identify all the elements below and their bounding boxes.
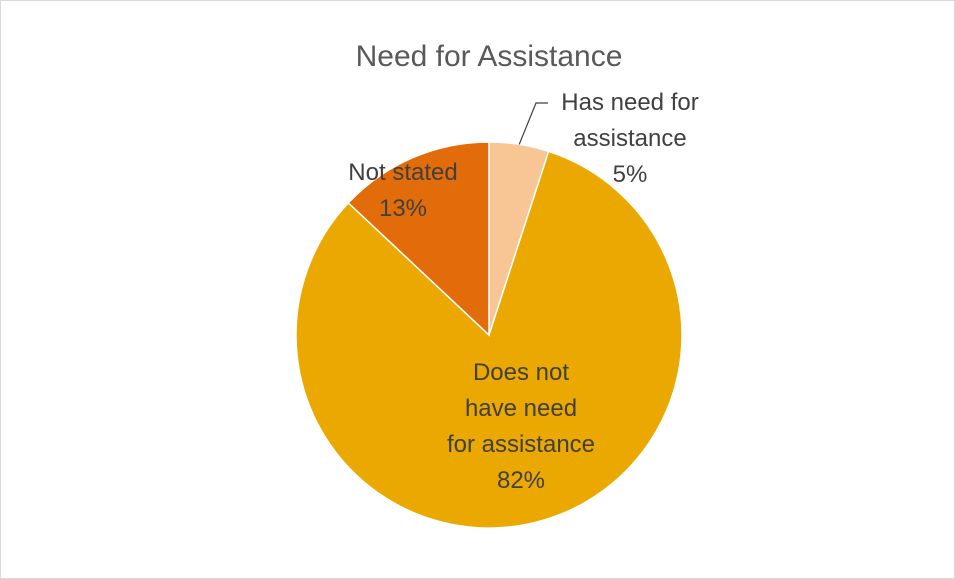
pie-slices — [295, 141, 683, 529]
data-label-line: assistance — [573, 125, 686, 152]
data-label: Has need for assistance 5% — [561, 89, 698, 188]
data-label-line: Not stated — [348, 159, 457, 186]
leader-line — [518, 102, 548, 145]
leader-lines — [518, 102, 548, 145]
data-label: Does not have need for assistance 82% — [447, 359, 595, 494]
data-label-line: have need — [465, 395, 577, 422]
chart-title: Need for Assistance — [356, 40, 623, 73]
pie-slice-not-stated — [347, 141, 490, 337]
data-label-line: 82% — [497, 467, 545, 494]
data-label: Not stated 13% — [348, 159, 457, 222]
data-label-line: 5% — [613, 161, 648, 188]
data-labels: Has need for assistance 5% Does not have nee… — [348, 89, 698, 494]
pie-slice-does-not-have-need-for-assistance — [295, 150, 683, 529]
data-label-line: 13% — [379, 195, 427, 222]
data-label-line: Does not — [473, 359, 569, 386]
data-label-line: for assistance — [447, 431, 595, 458]
data-label-line: Has need for — [561, 89, 698, 116]
